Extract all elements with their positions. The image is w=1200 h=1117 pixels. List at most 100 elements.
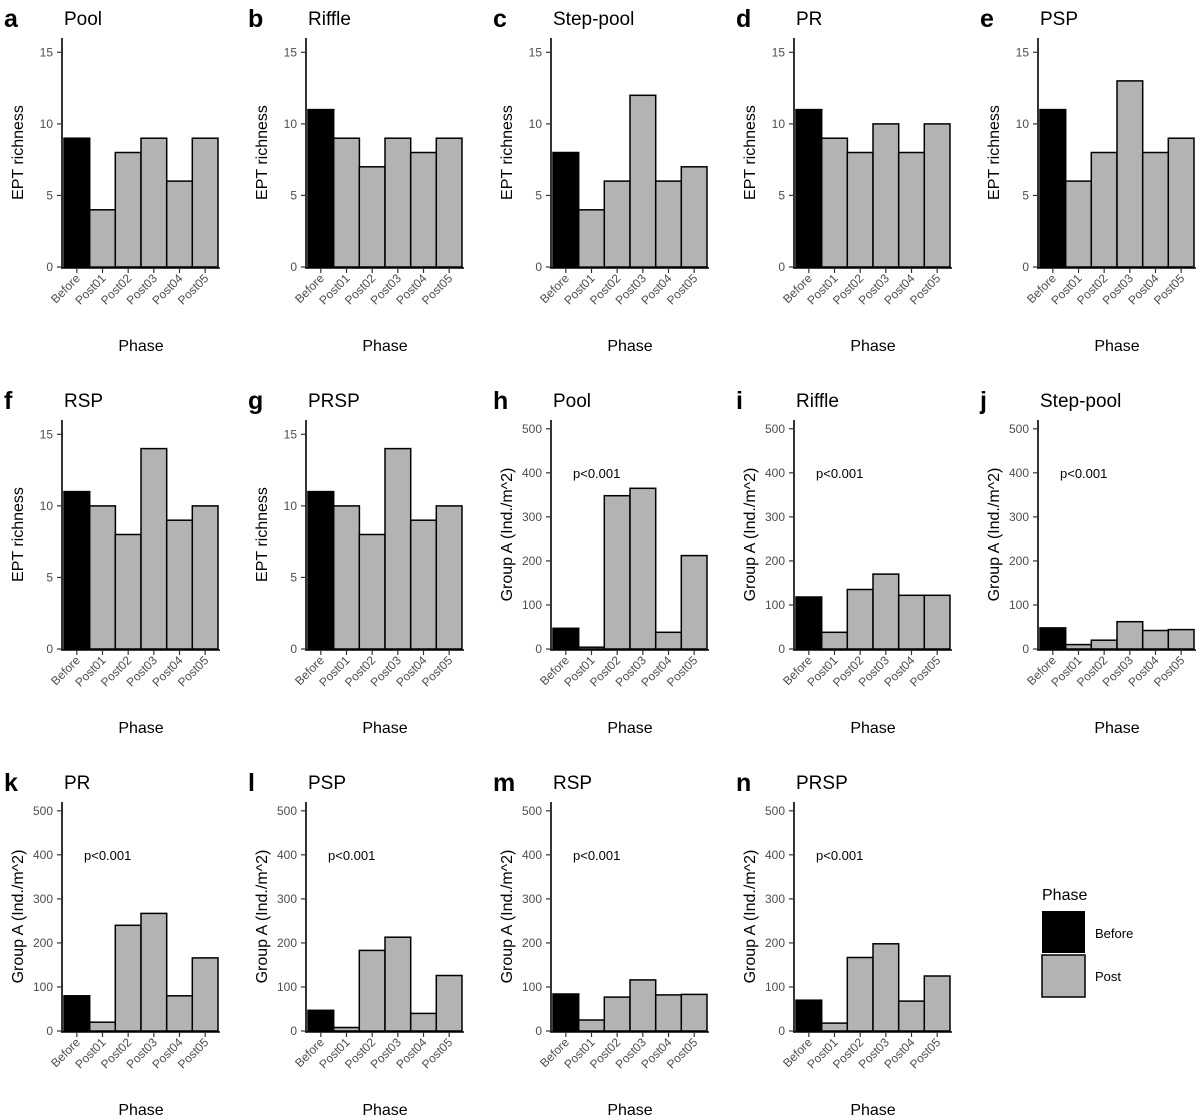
- y-tick-label: 200: [1009, 554, 1029, 568]
- p-value-annotation: p<0.001: [1060, 466, 1107, 481]
- y-axis-title: EPT richness: [499, 105, 516, 200]
- y-tick-label: 500: [277, 804, 297, 818]
- y-tick-label: 10: [40, 117, 54, 131]
- bar-post01: [332, 137, 361, 268]
- y-tick-label: 500: [765, 804, 785, 818]
- legend-key-before: [1042, 911, 1085, 953]
- panel-f: f RSP051015BeforePost01Post02Post03Post04…: [4, 387, 220, 737]
- bar-post05: [191, 505, 219, 650]
- y-tick-label: 15: [284, 427, 298, 441]
- panel-j: j Step-pool0100200300400500BeforePost01Po…: [979, 387, 1196, 737]
- bar-post03: [384, 137, 412, 268]
- panel-title: Pool: [553, 391, 591, 412]
- bar-post02: [114, 924, 142, 1032]
- y-tick-label: 0: [778, 260, 785, 274]
- p-value-annotation: p<0.001: [573, 466, 620, 481]
- x-axis-title: Phase: [850, 338, 895, 355]
- bar-post05: [680, 166, 708, 268]
- y-tick-label: 400: [522, 466, 542, 480]
- y-tick-label: 500: [522, 422, 542, 436]
- bar-post05: [191, 957, 219, 1032]
- y-tick-label: 15: [1016, 45, 1030, 59]
- panel-h: h Pool0100200300400500BeforePost01Post02P…: [493, 387, 709, 737]
- y-tick-label: 0: [778, 1024, 785, 1038]
- panel-letter: a: [4, 5, 19, 33]
- y-tick-label: 0: [290, 642, 297, 656]
- y-tick-label: 300: [765, 892, 785, 906]
- x-axis-title: Phase: [1094, 338, 1139, 355]
- panel-letter: n: [736, 769, 751, 797]
- y-tick-label: 100: [1009, 598, 1029, 612]
- bar-post03: [1116, 80, 1144, 268]
- x-axis-title: Phase: [362, 338, 407, 355]
- bar-post04: [1141, 151, 1170, 268]
- bar-post01: [332, 1026, 361, 1032]
- bar-post01: [88, 209, 117, 268]
- y-tick-label: 200: [765, 554, 785, 568]
- bar-before: [795, 108, 823, 268]
- bar-post04: [654, 994, 683, 1032]
- y-tick-label: 400: [1009, 466, 1029, 480]
- panel-g: g PRSP051015BeforePost01Post02Post03Post0…: [248, 387, 464, 737]
- bar-post02: [846, 588, 874, 650]
- bar-post04: [165, 519, 194, 650]
- bar-post04: [897, 151, 926, 268]
- bar-post01: [577, 209, 606, 268]
- y-axis-title: EPT richness: [254, 487, 271, 582]
- panel-letter: d: [736, 5, 751, 33]
- y-axis-title: Group A (Ind./m^2): [986, 468, 1003, 602]
- panel-m: m RSP0100200300400500BeforePost01Post02Po…: [493, 769, 709, 1117]
- y-axis-title: Group A (Ind./m^2): [254, 850, 271, 984]
- panel-title: PR: [796, 9, 822, 30]
- bar-post05: [680, 554, 708, 650]
- y-tick-label: 100: [765, 598, 785, 612]
- bar-post05: [923, 123, 951, 268]
- bar-post03: [384, 447, 412, 650]
- bar-post04: [165, 180, 194, 268]
- bar-before: [552, 151, 580, 268]
- y-tick-label: 300: [522, 510, 542, 524]
- bar-post05: [923, 594, 951, 650]
- panel-letter: c: [493, 5, 507, 33]
- panel-title: PRSP: [308, 391, 360, 412]
- bar-post04: [897, 594, 926, 650]
- bar-post02: [1090, 639, 1118, 650]
- panel-d: d PR051015BeforePost01Post02Post03Post04P…: [736, 5, 952, 355]
- panel-letter: m: [493, 769, 515, 797]
- legend-label-before: Before: [1095, 926, 1133, 941]
- panel-i: i Riffle0100200300400500BeforePost01Post0…: [736, 387, 952, 737]
- legend: Phase Before Post: [1041, 887, 1133, 998]
- y-tick-label: 400: [277, 848, 297, 862]
- y-tick-label: 10: [529, 117, 543, 131]
- bar-post02: [358, 949, 386, 1032]
- bar-post05: [435, 137, 463, 268]
- y-tick-label: 15: [40, 45, 54, 59]
- x-axis-title: Phase: [118, 720, 163, 737]
- panel-b: b Riffle051015BeforePost01Post02Post03Pos…: [248, 5, 464, 355]
- y-tick-label: 0: [46, 260, 53, 274]
- bar-post04: [409, 151, 438, 268]
- x-axis-title: Phase: [607, 1102, 652, 1117]
- y-tick-label: 100: [765, 980, 785, 994]
- bar-post02: [846, 151, 874, 268]
- p-value-annotation: p<0.001: [573, 848, 620, 863]
- y-tick-label: 10: [284, 499, 298, 513]
- y-tick-label: 0: [290, 1024, 297, 1038]
- y-tick-label: 15: [284, 45, 298, 59]
- legend-key-post: [1041, 954, 1086, 998]
- panel-n: n PRSP0100200300400500BeforePost01Post02P…: [736, 769, 952, 1117]
- x-axis-title: Phase: [362, 720, 407, 737]
- bar-before: [307, 108, 335, 268]
- x-axis-title: Phase: [607, 720, 652, 737]
- y-tick-label: 500: [1009, 422, 1029, 436]
- bar-before: [1039, 108, 1067, 268]
- bar-before: [63, 995, 91, 1032]
- bar-post04: [654, 631, 683, 650]
- y-axis-title: EPT richness: [10, 105, 27, 200]
- y-axis-title: EPT richness: [986, 105, 1003, 200]
- bar-post01: [820, 1022, 849, 1032]
- panel-title: PSP: [1040, 9, 1078, 30]
- y-axis-title: Group A (Ind./m^2): [499, 850, 516, 984]
- bar-post01: [1064, 643, 1093, 650]
